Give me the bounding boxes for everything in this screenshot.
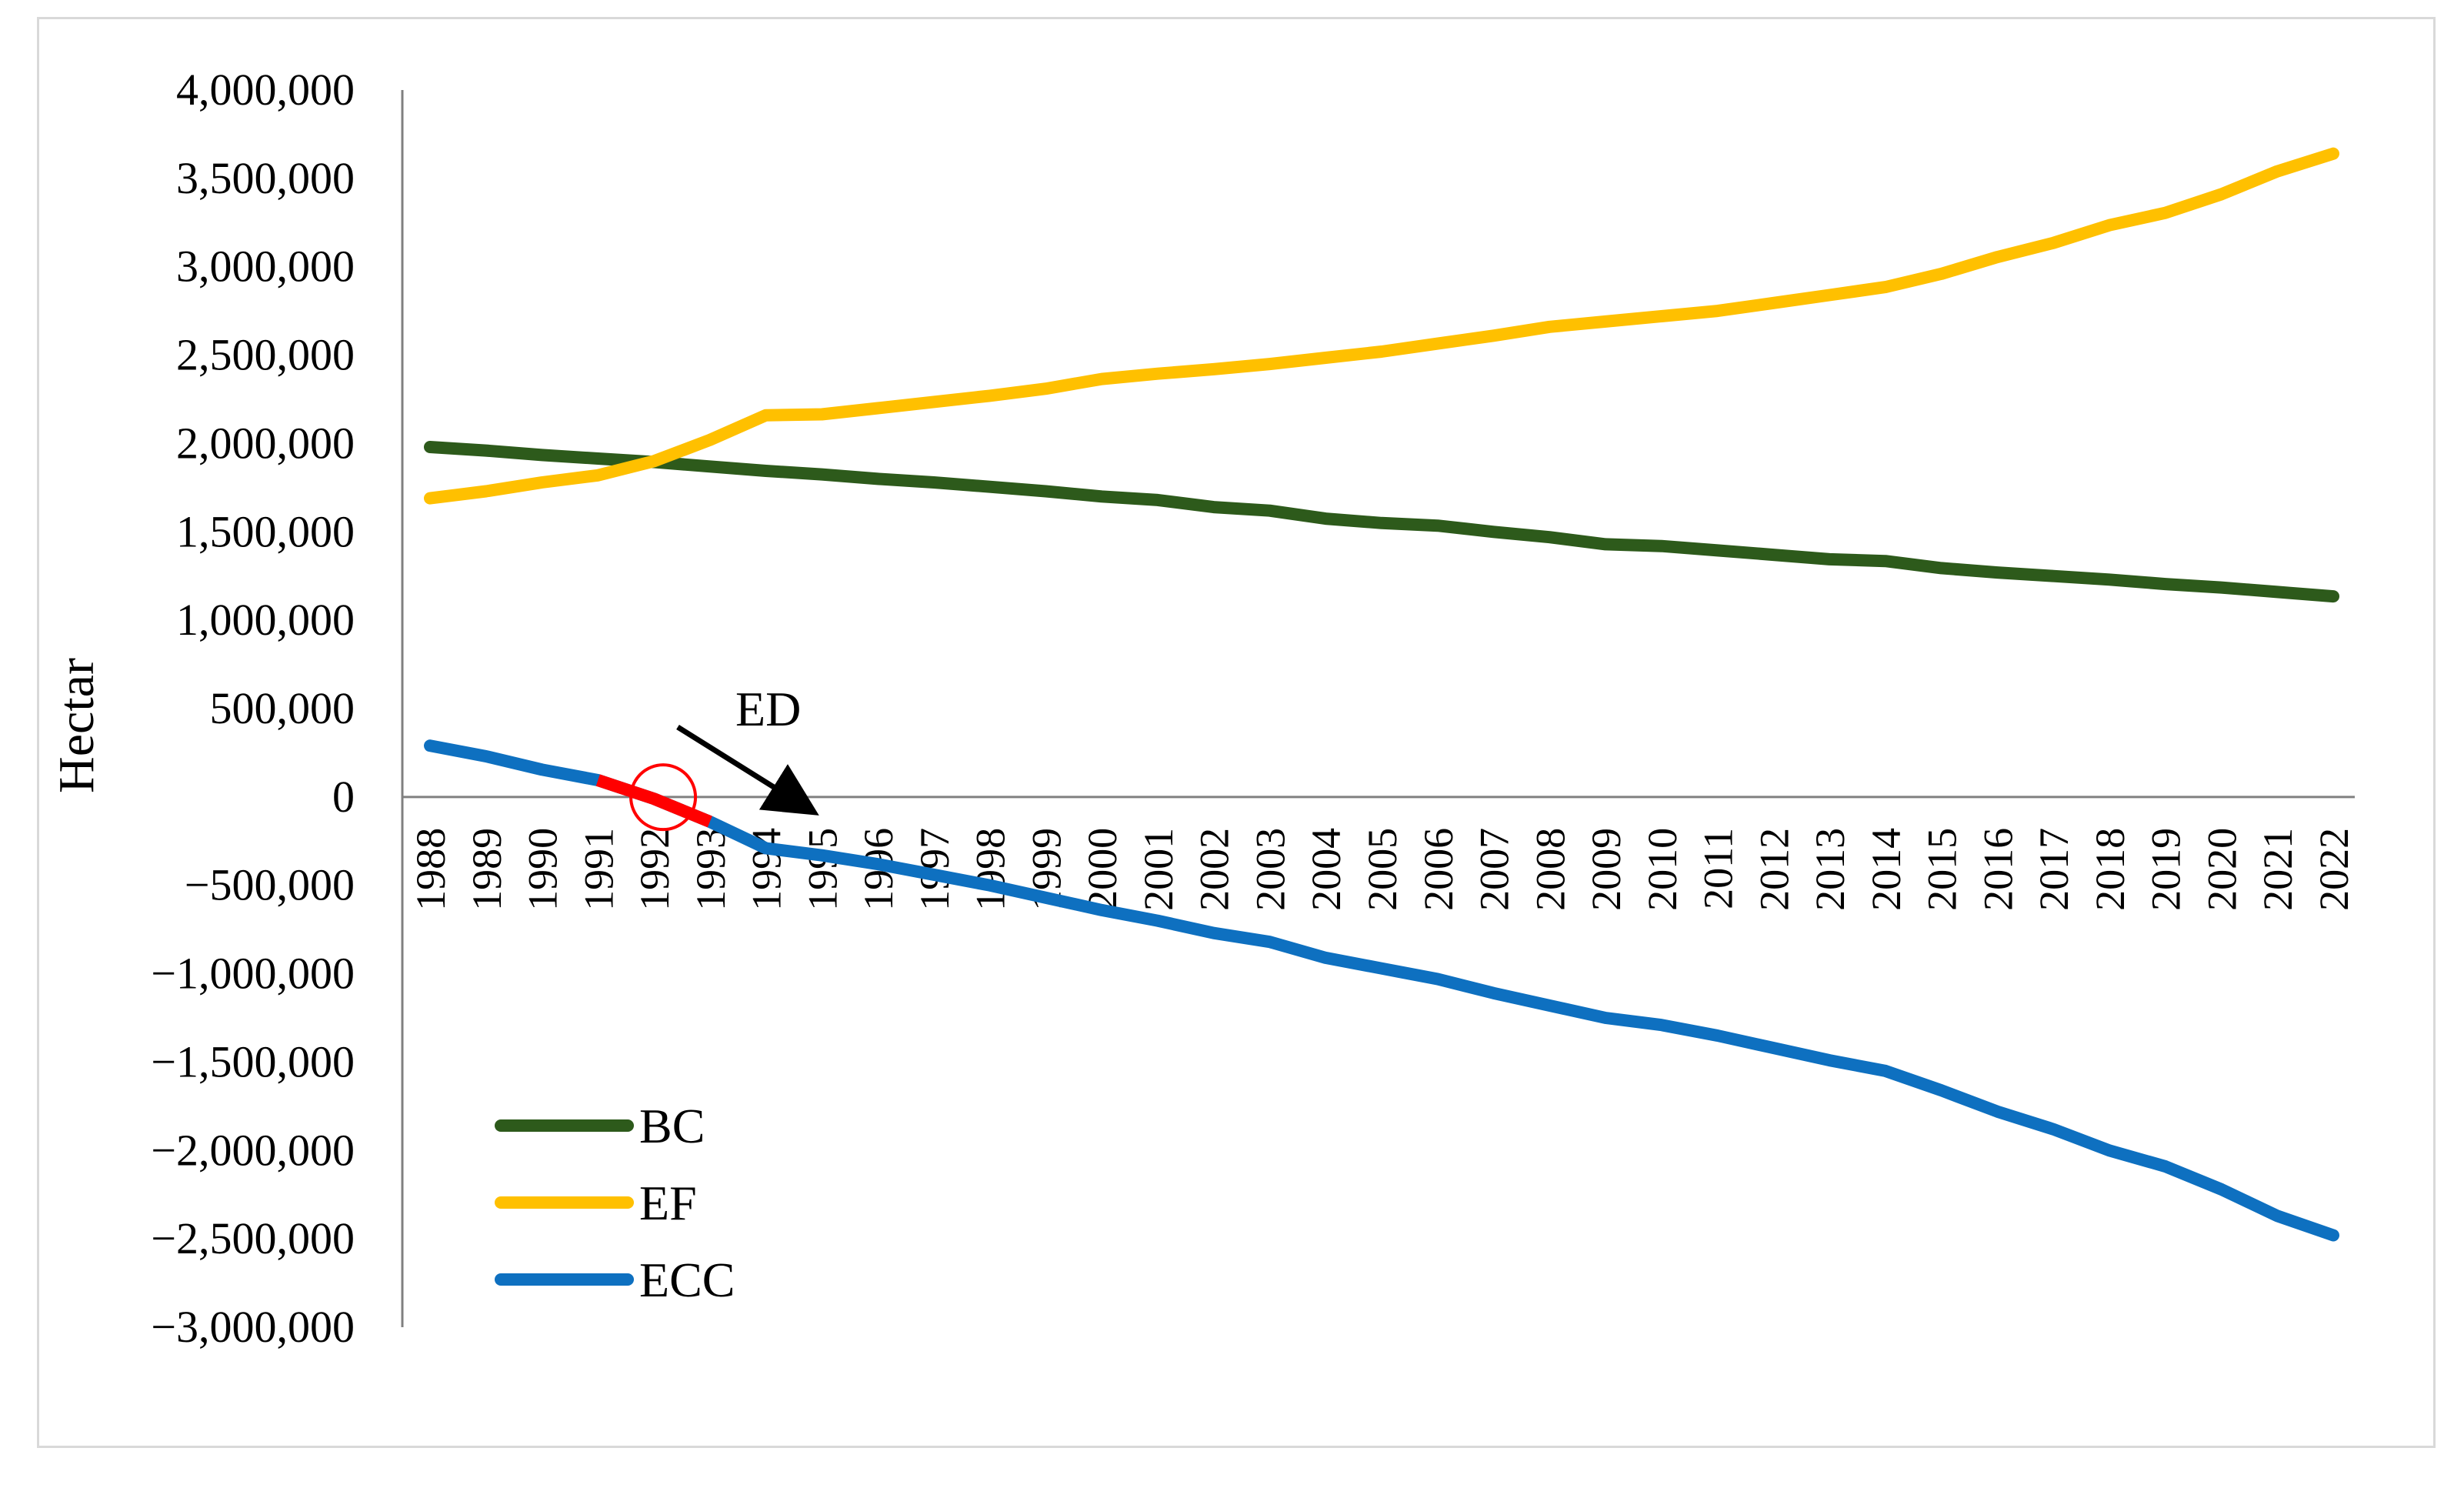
x-tick-label: 2014 [1863,828,1909,911]
y-tick-label: 3,500,000 [176,153,355,203]
y-axis-title: Hectar [48,658,105,793]
x-tick-label: 2013 [1807,828,1853,911]
y-tick-label: 4,000,000 [176,65,355,115]
x-tick-label: 1989 [464,828,510,911]
x-tick-label: 2005 [1359,828,1405,911]
chart-frame: 4,000,000 3,500,000 3,000,000 2,500,000 2,00… [37,17,2436,1448]
x-tick-label: 1988 [408,828,454,911]
x-tick-label: 1992 [632,828,678,911]
y-tick-label: 3,000,000 [176,242,355,292]
y-tick-label: 1,500,000 [176,506,355,556]
x-tick-label: 1993 [688,828,734,911]
x-tick-label: 1995 [799,828,845,911]
x-tick-label: 2019 [2143,828,2189,911]
x-tick-label: 2018 [2087,828,2133,911]
y-tick-label: 500,000 [210,683,355,733]
x-tick-label: 2009 [1583,828,1629,911]
x-tick-label: 1998 [968,828,1014,911]
y-tick-label: −2,000,000 [151,1125,355,1175]
x-tick-label: 2000 [1079,828,1125,911]
x-tick-label: 1991 [575,828,622,911]
x-tick-label: 2016 [1975,828,2021,911]
x-tick-label: 2012 [1751,828,1797,911]
line-chart: 4,000,000 3,500,000 3,000,000 2,500,000 2,00… [48,65,2357,1352]
y-tick-label: 1,000,000 [176,595,355,645]
x-tick-label: 2021 [2255,828,2301,911]
annotation-arrow [676,725,819,816]
legend-label-bc: BC [639,1099,705,1153]
x-tick-label: 2011 [1695,828,1742,909]
x-tick-label: 2020 [2199,828,2245,911]
x-tick-label: 2008 [1527,828,1573,911]
annotation-label: ED [735,682,801,736]
series-line-bc [424,441,2339,603]
y-tick-label: 2,500,000 [176,330,355,380]
annotation: ED [629,682,819,832]
legend: BC EF ECC [495,1099,735,1307]
y-axis: 4,000,000 3,500,000 3,000,000 2,500,000 2,00… [151,65,404,1352]
series-lines [424,147,2339,1242]
x-tick-label: 2006 [1415,828,1462,911]
x-tick-label: 2003 [1247,828,1293,911]
x-tick-label: 2004 [1303,828,1349,911]
legend-label-ef: EF [639,1176,697,1230]
legend-label-ecc: ECC [639,1253,735,1307]
y-tick-label: −2,500,000 [151,1213,355,1263]
x-tick-label: 2015 [1919,828,1966,911]
x-tick-label: 2017 [2031,828,2077,911]
x-tick-label: 2022 [2311,828,2357,911]
y-tick-label: −1,000,000 [151,949,355,999]
y-tick-label: −500,000 [185,860,355,910]
x-tick-label: 2001 [1135,828,1182,911]
y-tick-label: −3,000,000 [151,1302,355,1352]
y-tick-label: 0 [332,772,355,822]
annotation-circle [629,763,698,832]
x-tick-label: 2010 [1639,828,1685,911]
series-line-ecc [424,739,2339,1242]
x-tick-label: 2007 [1472,828,1518,911]
x-tick-label: 1990 [520,828,566,911]
x-tick-label: 2002 [1192,828,1238,911]
y-tick-label: 2,000,000 [176,418,355,468]
y-tick-label: −1,500,000 [151,1036,355,1086]
series-line-ef [424,147,2339,505]
